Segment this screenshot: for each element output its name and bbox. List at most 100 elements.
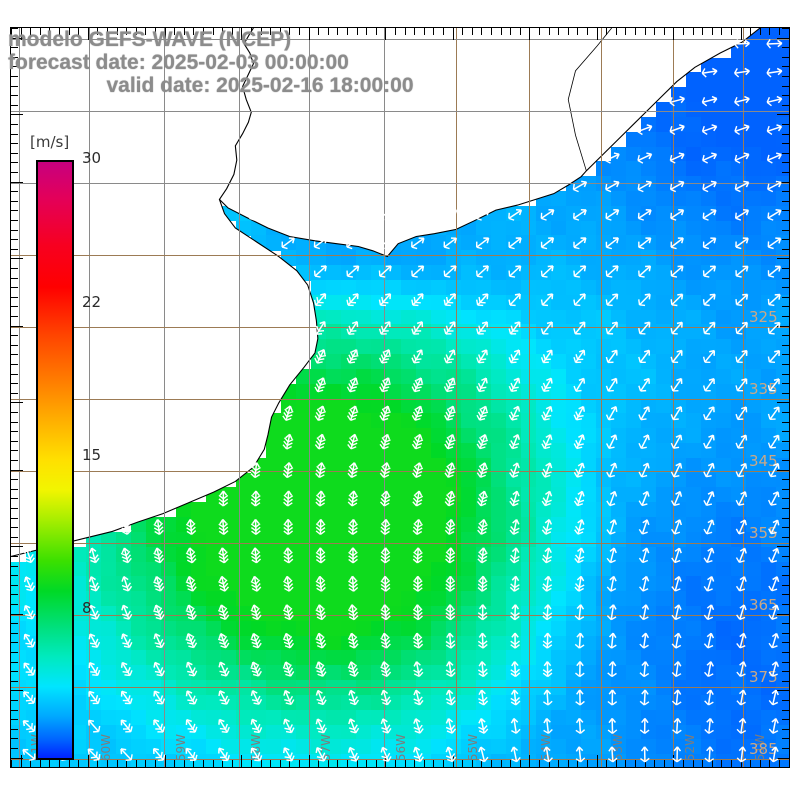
field-cell <box>371 339 387 355</box>
field-cell <box>761 531 777 548</box>
field-cell <box>86 576 102 592</box>
field-cell <box>296 250 312 266</box>
field-cell <box>266 605 282 622</box>
field-cell <box>551 680 567 696</box>
field-cell <box>566 576 582 592</box>
field-cell <box>731 398 747 415</box>
field-cell <box>461 754 477 767</box>
field-cell <box>161 576 177 592</box>
field-cell <box>101 709 117 726</box>
field-cell <box>206 531 222 548</box>
field-cell <box>596 531 612 548</box>
field-cell <box>581 754 597 767</box>
field-cell <box>416 517 432 533</box>
field-cell <box>671 250 687 266</box>
field-cell <box>551 324 567 340</box>
field-cell <box>551 754 567 767</box>
field-cell <box>521 368 537 385</box>
field-cell <box>371 605 387 622</box>
field-cell <box>296 413 312 429</box>
field-cell <box>611 205 627 222</box>
field-cell <box>626 205 642 222</box>
field-cell <box>746 709 762 726</box>
field-cell <box>521 250 537 266</box>
field-cell <box>371 398 387 415</box>
field-cell <box>626 576 642 592</box>
field-cell <box>641 413 657 429</box>
field-cell <box>521 442 537 459</box>
field-cell <box>536 235 552 252</box>
field-cell <box>581 265 597 281</box>
field-cell <box>356 294 372 311</box>
field-cell <box>356 546 372 563</box>
field-cell <box>731 680 747 696</box>
field-cell <box>401 428 417 444</box>
field-cell <box>731 428 747 444</box>
field-cell <box>551 398 567 415</box>
field-cell <box>701 368 717 385</box>
field-cell <box>191 531 207 548</box>
field-cell <box>536 383 552 400</box>
field-cell <box>236 517 252 533</box>
field-cell <box>656 265 672 281</box>
field-cell <box>716 650 732 667</box>
field-cell <box>206 739 222 755</box>
field-cell <box>746 665 762 681</box>
field-cell <box>356 220 372 237</box>
field-cell <box>416 339 432 355</box>
field-cell <box>401 546 417 563</box>
field-cell <box>536 576 552 592</box>
field-cell <box>701 309 717 326</box>
field-cell <box>566 250 582 266</box>
field-cell <box>296 650 312 667</box>
field-cell <box>266 442 282 459</box>
field-cell <box>131 531 147 548</box>
field-cell <box>236 561 252 578</box>
field-cell <box>656 739 672 755</box>
field-cell <box>596 354 612 370</box>
field-cell <box>536 739 552 755</box>
field-cell <box>341 457 357 474</box>
field-cell <box>746 531 762 548</box>
field-cell <box>626 694 642 711</box>
field-cell <box>686 87 702 103</box>
field-cell <box>11 709 27 726</box>
field-cell <box>671 457 687 474</box>
field-cell <box>341 754 357 767</box>
field-cell <box>416 739 432 755</box>
field-cell <box>761 279 777 296</box>
axis-tick-bottom <box>789 760 790 767</box>
field-cell <box>491 472 507 489</box>
field-cell <box>656 724 672 741</box>
field-cell <box>551 739 567 755</box>
field-cell <box>716 176 732 192</box>
field-cell <box>71 694 87 711</box>
field-cell <box>611 457 627 474</box>
field-cell <box>146 561 162 578</box>
field-cell <box>206 754 222 767</box>
field-cell <box>671 531 687 548</box>
field-cell <box>731 250 747 266</box>
field-cell <box>236 605 252 622</box>
field-cell <box>86 635 102 652</box>
field-cell <box>611 279 627 296</box>
field-cell <box>461 457 477 474</box>
field-cell <box>671 561 687 578</box>
field-cell <box>641 354 657 370</box>
field-cell <box>491 383 507 400</box>
field-cell <box>596 709 612 726</box>
field-cell <box>341 620 357 637</box>
field-cell <box>716 131 732 148</box>
field-cell <box>386 605 402 622</box>
field-cell <box>311 694 327 711</box>
field-cell <box>446 487 462 504</box>
field-cell <box>761 576 777 592</box>
colorbar[interactable] <box>36 160 74 760</box>
field-cell <box>476 680 492 696</box>
field-cell <box>131 665 147 681</box>
field-cell <box>641 191 657 207</box>
field-cell <box>476 309 492 326</box>
field-cell <box>641 739 657 755</box>
field-cell <box>596 265 612 281</box>
field-cell <box>131 620 147 637</box>
